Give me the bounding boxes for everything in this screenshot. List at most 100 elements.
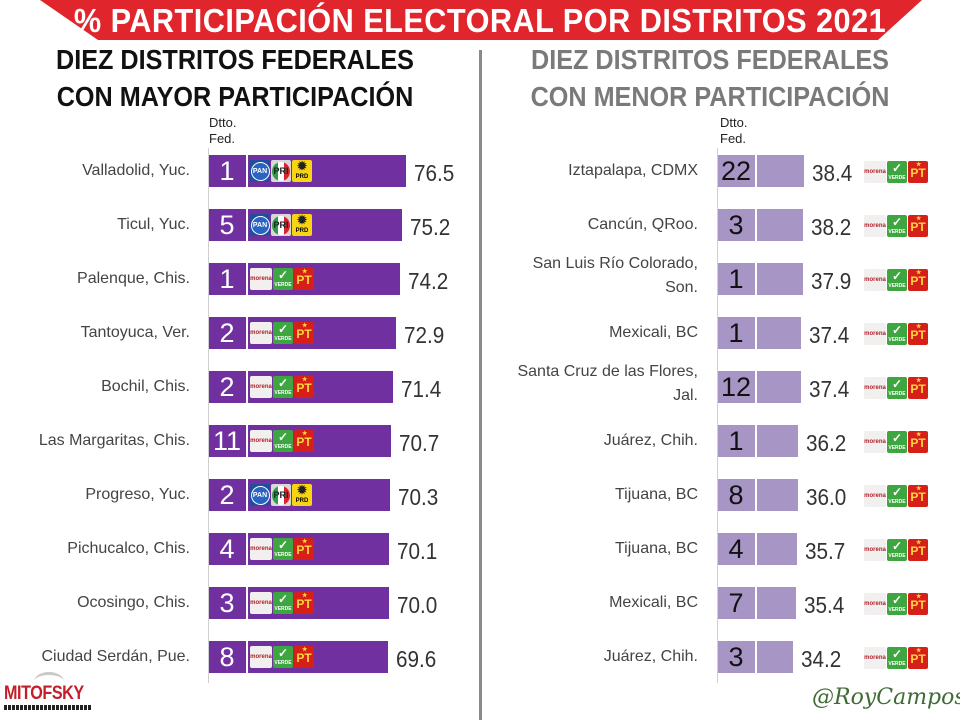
left-column-header-line1: Dtto.	[209, 115, 237, 130]
bar-separator	[755, 587, 757, 619]
district-name-line: Pichucalco, Chis.	[67, 540, 190, 557]
morena-logo-icon: morena	[250, 646, 272, 668]
district-number: 4	[728, 534, 744, 564]
left-title-line2: CON MAYOR PARTICIPACIÓN	[56, 81, 414, 112]
district-name-line: Las Margaritas, Chis.	[38, 432, 190, 449]
bar-separator	[246, 587, 248, 619]
district-name-line: Iztapalapa, CDMX	[568, 162, 698, 179]
verde-logo-icon: ✓ VERDE	[273, 430, 293, 452]
pt-logo-icon: ★ PT	[908, 485, 928, 507]
district-number: 1	[728, 264, 744, 294]
value-label: 35.7	[804, 538, 846, 564]
district-number: 11	[212, 426, 242, 456]
district-name-label: Juárez, Chih.	[480, 430, 698, 452]
verde-logo-icon: ✓ VERDE	[273, 322, 293, 344]
district-number: 3	[219, 588, 235, 618]
participation-bar: 8	[718, 479, 798, 511]
pt-logo-icon: ★ PT	[294, 376, 314, 398]
district-number: 22	[720, 156, 752, 186]
district-name-label: San Luis Río Colorado, Son.	[480, 253, 698, 299]
verde-logo-icon: ✓ VERDE	[887, 593, 907, 615]
morena-logo-icon: morena	[250, 592, 272, 614]
district-number: 8	[728, 480, 744, 510]
district-number: 8	[219, 642, 235, 672]
verde-logo-icon: ✓ VERDE	[273, 268, 293, 290]
pt-logo-icon: ★ PT	[294, 430, 314, 452]
verde-logo-icon: ✓ VERDE	[887, 485, 907, 507]
pt-logo-icon: ★ PT	[908, 323, 928, 345]
district-number: 3	[728, 210, 744, 240]
verde-logo-icon: ✓ VERDE	[887, 431, 907, 453]
pan-logo-icon: PAN	[250, 160, 270, 182]
district-number: 1	[219, 264, 235, 294]
district-number: 1	[728, 318, 744, 348]
pri-logo-icon: PRI	[271, 484, 291, 506]
prd-logo-icon: ✹ PRD	[292, 484, 312, 506]
bar-separator	[246, 317, 248, 349]
district-name-label: Progreso, Yuc.	[0, 484, 190, 506]
morena-logo-icon: morena	[250, 376, 272, 398]
morena-logo-icon: morena	[864, 485, 886, 507]
bar-separator	[246, 479, 248, 511]
pt-logo-icon: ★ PT	[908, 215, 928, 237]
right-axis-line	[717, 148, 718, 683]
bar-separator	[246, 641, 248, 673]
district-number: 5	[219, 210, 235, 240]
bar-separator	[755, 371, 757, 403]
participation-bar: 3	[718, 641, 793, 673]
participation-bar: 1	[718, 317, 802, 349]
value-label: 75.2	[410, 214, 451, 240]
verde-logo-icon: ✓ VERDE	[887, 215, 907, 237]
morena-logo-icon: morena	[864, 539, 886, 561]
value-label: 37.4	[809, 322, 850, 348]
value-label: 36.2	[806, 430, 847, 456]
left-column-header: Dtto. Fed.	[209, 115, 236, 147]
district-name-line: Palenque, Chis.	[77, 270, 190, 287]
verde-logo-icon: ✓ VERDE	[887, 161, 907, 183]
morena-logo-icon: morena	[250, 538, 272, 560]
district-number: 7	[728, 588, 744, 618]
left-axis-line	[208, 148, 209, 683]
bar-separator	[755, 425, 757, 457]
district-name-label: Santa Cruz de las Flores, Jal.	[480, 361, 698, 407]
pt-logo-icon: ★ PT	[908, 593, 928, 615]
panel-divider	[479, 50, 482, 720]
value-label: 70.0	[397, 592, 438, 618]
value-label: 76.5	[413, 160, 454, 186]
district-name-label: Iztapalapa, CDMX	[480, 160, 698, 182]
district-name-line: Juárez, Chih.	[603, 432, 698, 449]
bar-separator	[246, 425, 248, 457]
value-label: 35.4	[804, 592, 845, 618]
bar-separator	[755, 209, 757, 241]
district-name-label: Tijuana, BC	[480, 484, 698, 506]
verde-logo-icon: ✓ VERDE	[887, 323, 907, 345]
district-name-line: Son.	[665, 279, 698, 296]
pt-logo-icon: ★ PT	[294, 322, 314, 344]
right-title-line2: CON MENOR PARTICIPACIÓN	[530, 81, 890, 112]
pt-logo-icon: ★ PT	[908, 647, 928, 669]
bar-separator	[246, 209, 248, 241]
morena-logo-icon: morena	[864, 215, 886, 237]
morena-logo-icon: morena	[250, 268, 272, 290]
value-label: 70.3	[397, 484, 439, 510]
district-name-line: Juárez, Chih.	[603, 648, 698, 665]
pt-logo-icon: ★ PT	[908, 539, 928, 561]
pt-logo-icon: ★ PT	[908, 269, 928, 291]
district-name-label: Tijuana, BC	[480, 538, 698, 560]
district-name-label: Mexicali, BC	[480, 592, 698, 614]
participation-bar: 3	[718, 209, 804, 241]
mitofsky-tagline-bar	[4, 705, 92, 710]
morena-logo-icon: morena	[250, 430, 272, 452]
district-name-line: Santa Cruz de las Flores,	[517, 363, 698, 380]
morena-logo-icon: morena	[864, 431, 886, 453]
value-label: 69.6	[396, 646, 437, 672]
district-name-line: Tijuana, BC	[615, 486, 698, 503]
right-column-header-line1: Dtto.	[720, 115, 748, 130]
pt-logo-icon: ★ PT	[908, 431, 928, 453]
district-number: 12	[720, 372, 752, 402]
district-number: 2	[219, 480, 235, 510]
district-name-label: Tantoyuca, Ver.	[0, 322, 190, 344]
bar-separator	[755, 155, 757, 187]
bar-separator	[246, 155, 248, 187]
morena-logo-icon: morena	[864, 647, 886, 669]
